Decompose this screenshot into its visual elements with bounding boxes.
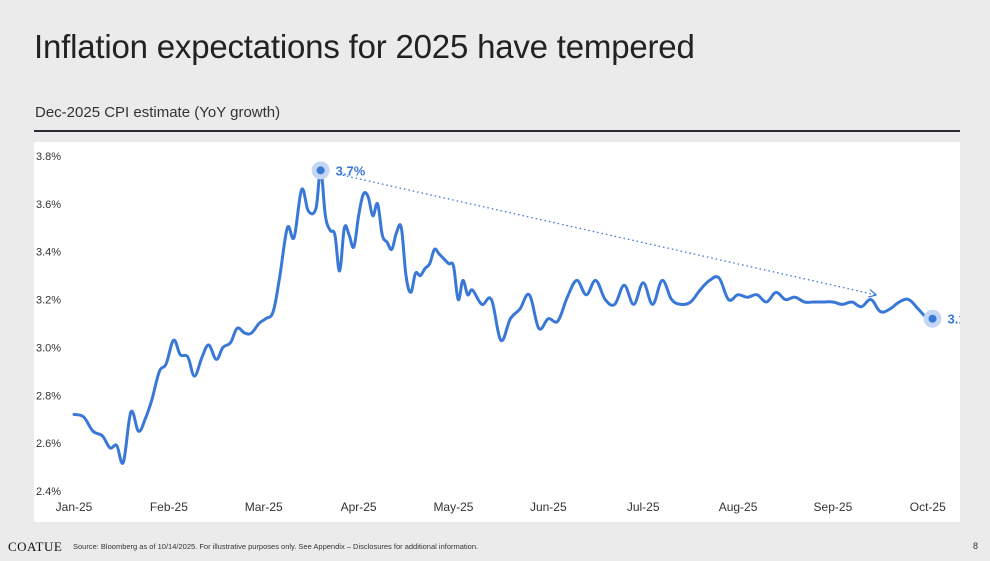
page-number: 8 xyxy=(972,541,978,551)
x-axis: Jan-25 Feb-25 Mar-25 Apr-25 May-25 Jun-25 Jul-… xyxy=(56,500,946,514)
chart-subtitle: Dec-2025 CPI estimate (YoY growth) xyxy=(35,104,281,121)
y-tick-label: 3.0% xyxy=(36,342,61,354)
x-tick-label: Apr-25 xyxy=(341,500,377,514)
x-tick-label: Feb-25 xyxy=(150,500,188,514)
annotations: 3.7% 3.1% xyxy=(311,161,960,328)
x-tick-label: Jul-25 xyxy=(627,500,660,514)
x-tick-label: Sep-25 xyxy=(814,500,853,514)
y-tick-label: 2.6% xyxy=(36,438,61,450)
cpi-line-chart: 2.4% 2.6% 2.8% 3.0% 3.2% 3.4% 3.6% 3.8% Jan-25 F… xyxy=(36,151,960,514)
x-tick-label: May-25 xyxy=(433,500,473,514)
end-marker-dot xyxy=(928,314,937,323)
x-tick-label: Mar-25 xyxy=(245,500,283,514)
peak-marker-label: 3.7% xyxy=(336,163,366,178)
x-tick-label: Aug-25 xyxy=(719,500,758,514)
end-marker-label: 3.1% xyxy=(948,312,960,327)
y-tick-label: 2.4% xyxy=(36,486,61,498)
footer: COATUE Source: Bloomberg as of 10/14/202… xyxy=(0,536,990,556)
x-tick-label: Jan-25 xyxy=(56,500,93,514)
title-divider xyxy=(34,130,960,132)
cpi-estimate-line xyxy=(72,168,934,465)
peak-marker-dot xyxy=(316,166,325,175)
y-tick-label: 2.8% xyxy=(36,390,61,402)
trend-arrow xyxy=(342,174,875,295)
y-tick-label: 3.2% xyxy=(36,295,61,307)
y-tick-label: 3.6% xyxy=(36,199,61,211)
source-note: Source: Bloomberg as of 10/14/2025. For … xyxy=(73,542,479,551)
y-tick-label: 3.8% xyxy=(36,151,61,163)
chart-panel: 2.4% 2.6% 2.8% 3.0% 3.2% 3.4% 3.6% 3.8% Jan-25 F… xyxy=(34,142,960,522)
page-title: Inflation expectations for 2025 have tem… xyxy=(34,28,695,65)
coatue-logo: COATUE xyxy=(8,539,63,554)
x-tick-label: Oct-25 xyxy=(910,500,946,514)
y-tick-label: 3.4% xyxy=(36,247,61,259)
y-axis: 2.4% 2.6% 2.8% 3.0% 3.2% 3.4% 3.6% 3.8% xyxy=(36,151,61,498)
x-tick-label: Jun-25 xyxy=(530,500,567,514)
